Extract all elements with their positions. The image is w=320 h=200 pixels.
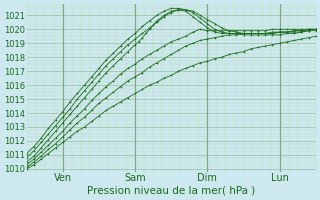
X-axis label: Pression niveau de la mer( hPa ): Pression niveau de la mer( hPa ) — [87, 186, 255, 196]
